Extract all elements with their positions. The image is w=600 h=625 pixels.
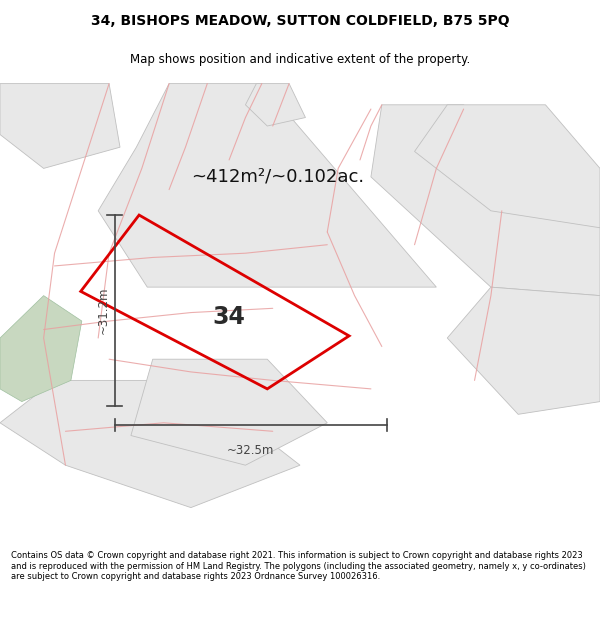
Polygon shape xyxy=(415,105,600,228)
Polygon shape xyxy=(371,105,600,296)
Polygon shape xyxy=(0,84,120,168)
Text: Map shows position and indicative extent of the property.: Map shows position and indicative extent… xyxy=(130,52,470,66)
Polygon shape xyxy=(245,84,305,126)
Polygon shape xyxy=(98,84,436,287)
Text: ~32.5m: ~32.5m xyxy=(227,444,275,457)
Text: 34, BISHOPS MEADOW, SUTTON COLDFIELD, B75 5PQ: 34, BISHOPS MEADOW, SUTTON COLDFIELD, B7… xyxy=(91,14,509,28)
Text: ~412m²/~0.102ac.: ~412m²/~0.102ac. xyxy=(191,168,364,186)
Polygon shape xyxy=(0,381,300,508)
Text: Contains OS data © Crown copyright and database right 2021. This information is : Contains OS data © Crown copyright and d… xyxy=(11,551,586,581)
Polygon shape xyxy=(131,359,327,465)
Text: 34: 34 xyxy=(212,305,245,329)
Polygon shape xyxy=(447,287,600,414)
Text: ~31.2m: ~31.2m xyxy=(97,287,110,334)
Polygon shape xyxy=(0,296,82,402)
